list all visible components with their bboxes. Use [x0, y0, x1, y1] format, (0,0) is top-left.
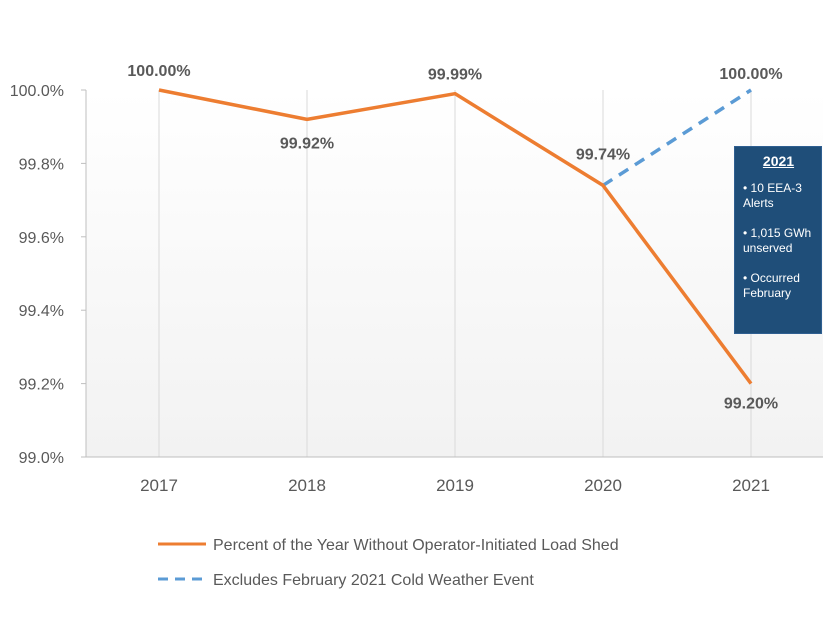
y-tick-label: 99.2% [19, 377, 64, 394]
y-tick-label: 99.4% [19, 303, 64, 320]
x-tick-label-2018: 2018 [288, 476, 326, 495]
data-label-actual-2017: 100.00% [127, 63, 190, 80]
data-label-actual-2019: 99.99% [428, 67, 482, 84]
y-tick-label: 99.0% [19, 450, 64, 467]
series-excludes-line [602, 88, 752, 187]
annotation-box-2021: 2021 • 10 EEA-3 Alerts • 1,015 GWh unser… [734, 146, 822, 334]
y-tick-label: 100.0% [10, 83, 64, 100]
annotation-item-occurred: • Occurred February [743, 271, 800, 300]
annotation-item-alerts: • 10 EEA-3 Alerts [743, 181, 802, 210]
y-tick-label: 99.6% [19, 230, 64, 247]
legend: Percent of the Year Without Operator-Ini… [158, 537, 619, 589]
data-label-actual-2018: 99.92% [280, 135, 334, 152]
x-tick-label-2020: 2020 [584, 476, 622, 495]
data-label-actual-2021: 99.20% [724, 396, 778, 413]
data-label-actual-2020: 99.74% [576, 146, 630, 163]
annotation-item-unserved: • 1,015 GWh unserved [743, 226, 812, 255]
x-tick-label-2019: 2019 [436, 476, 474, 495]
series-actual-line [158, 88, 753, 385]
data-label-excludes-2021: 100.00% [719, 66, 782, 83]
x-tick-label-2021: 2021 [732, 476, 770, 495]
legend-label-excludes: Excludes February 2021 Cold Weather Even… [213, 572, 534, 589]
x-tick-label-2017: 2017 [140, 476, 178, 495]
legend-label-actual: Percent of the Year Without Operator-Ini… [213, 537, 619, 554]
y-tick-label: 99.8% [19, 156, 64, 173]
annotation-title: 2021 [762, 153, 795, 169]
